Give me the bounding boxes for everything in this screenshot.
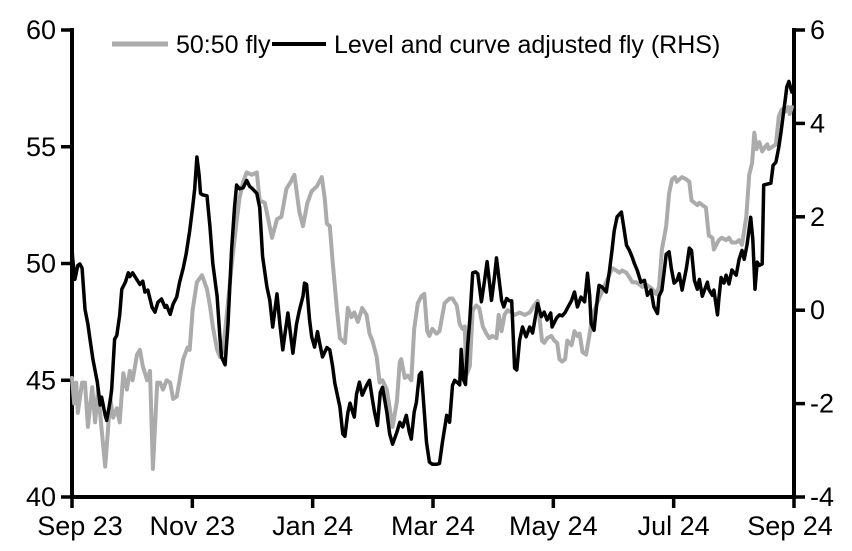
x-axis-tick-label: May 24 <box>509 511 598 541</box>
left-axis-ticks: 60 55 50 45 40 <box>26 15 72 512</box>
left-axis-tick-label: 50 <box>26 249 56 279</box>
left-axis-tick-label: 60 <box>26 15 56 45</box>
right-axis-tick-label: 2 <box>810 202 825 232</box>
x-axis-tick-label: Sep 23 <box>37 511 123 541</box>
x-axis-tick-label: Jul 24 <box>638 511 710 541</box>
left-axis-tick-label: 45 <box>26 365 56 395</box>
right-axis-tick-label: -4 <box>810 482 834 512</box>
legend: 50:50 fly Level and curve adjusted fly (… <box>112 31 720 59</box>
series-line-5050-fly <box>70 105 794 471</box>
x-axis-tick-label: Mar 24 <box>391 511 475 541</box>
right-axis-tick-label: 4 <box>810 108 825 138</box>
plot-area <box>70 79 794 471</box>
legend-label-level-curve-fly: Level and curve adjusted fly (RHS) <box>334 31 720 59</box>
left-axis-tick-label: 55 <box>26 132 56 162</box>
right-axis-tick-label: 6 <box>810 15 825 45</box>
right-axis-tick-label: 0 <box>810 295 825 325</box>
right-axis-ticks: 6 4 2 0 -2 -4 <box>794 15 834 512</box>
x-axis-tick-label: Nov 23 <box>150 511 236 541</box>
series-line-level-curve-fly <box>70 79 794 467</box>
x-axis-tick-label: Sep 24 <box>747 511 833 541</box>
left-axis-tick-label: 40 <box>26 482 56 512</box>
x-axis-tick-label: Jan 24 <box>272 511 353 541</box>
legend-label-5050-fly: 50:50 fly <box>176 31 271 59</box>
right-axis-tick-label: -2 <box>810 389 834 419</box>
x-axis-ticks: Sep 23 Nov 23 Jan 24 Mar 24 May 24 Jul 24 Sep … <box>37 497 833 541</box>
